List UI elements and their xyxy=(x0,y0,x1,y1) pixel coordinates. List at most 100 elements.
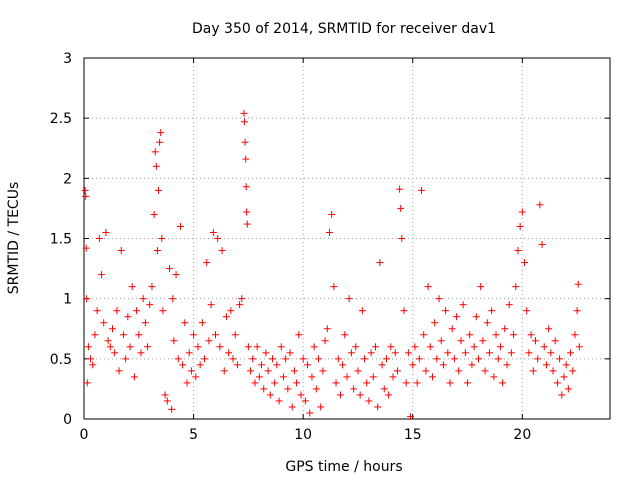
data-point xyxy=(334,355,342,363)
data-point xyxy=(258,361,266,369)
data-point xyxy=(214,235,222,242)
data-point xyxy=(514,247,522,255)
data-point xyxy=(481,367,489,375)
data-point xyxy=(169,295,177,303)
data-point xyxy=(161,391,169,399)
data-point xyxy=(411,343,419,351)
data-point xyxy=(567,349,575,357)
data-point xyxy=(378,361,386,369)
data-point xyxy=(293,379,301,387)
data-point xyxy=(531,337,539,345)
data-point xyxy=(212,331,219,339)
data-point xyxy=(268,355,276,363)
data-point xyxy=(575,343,583,351)
data-point xyxy=(529,367,537,375)
data-point xyxy=(518,208,526,216)
x-tick-label: 0 xyxy=(80,427,89,443)
data-point xyxy=(102,228,110,236)
x-axis-label: GPS time / hours xyxy=(285,459,402,475)
data-point xyxy=(185,349,193,357)
data-point xyxy=(141,319,149,327)
data-point xyxy=(352,343,360,351)
y-tick-label: 2.5 xyxy=(50,111,72,127)
data-point xyxy=(505,301,513,309)
data-point xyxy=(558,391,566,399)
data-point xyxy=(512,283,520,291)
data-point xyxy=(444,349,452,357)
data-point xyxy=(243,220,251,228)
data-point xyxy=(222,313,230,321)
data-point xyxy=(382,355,390,363)
data-point xyxy=(426,343,434,351)
data-point xyxy=(240,118,248,126)
y-tick-labels: 0 0.5 1 1.5 2 2.5 3 xyxy=(50,51,72,428)
y-tick-label: 0.5 xyxy=(50,352,72,368)
axis-ticks xyxy=(83,57,610,420)
data-point xyxy=(516,222,524,230)
data-point xyxy=(470,343,478,351)
data-point xyxy=(330,283,338,291)
data-point xyxy=(562,361,570,369)
data-point xyxy=(398,235,406,242)
data-point xyxy=(479,337,487,345)
y-tick-label: 1.5 xyxy=(50,232,72,248)
data-point xyxy=(308,373,316,381)
data-point xyxy=(521,259,529,267)
data-point xyxy=(345,295,353,303)
x-tick-label: 10 xyxy=(294,427,312,443)
data-point xyxy=(172,271,180,279)
data-point xyxy=(130,373,138,381)
data-point xyxy=(490,373,498,381)
data-point xyxy=(574,280,582,288)
data-point xyxy=(84,343,92,351)
data-point xyxy=(415,355,423,363)
data-point xyxy=(181,319,189,327)
data-point xyxy=(81,186,89,194)
data-point xyxy=(536,201,544,209)
data-point xyxy=(220,367,228,375)
data-point xyxy=(119,331,127,339)
data-point xyxy=(488,307,496,315)
x-tick-label: 15 xyxy=(404,427,422,443)
data-point xyxy=(459,301,467,309)
data-point xyxy=(389,373,397,381)
data-point xyxy=(139,295,147,303)
x-tick-label: 20 xyxy=(513,427,531,443)
data-point xyxy=(236,301,244,309)
data-point xyxy=(192,373,200,381)
data-point xyxy=(464,379,472,387)
data-point xyxy=(133,307,141,315)
data-point xyxy=(271,379,279,387)
data-point xyxy=(243,208,251,216)
data-point xyxy=(183,379,191,387)
data-point xyxy=(168,405,176,413)
data-point xyxy=(275,397,283,405)
data-point xyxy=(433,355,441,363)
data-point xyxy=(306,409,314,417)
data-point xyxy=(534,355,542,363)
data-point xyxy=(122,355,130,363)
data-point xyxy=(525,349,533,357)
data-point xyxy=(323,325,331,333)
data-point xyxy=(374,403,382,411)
data-point xyxy=(282,355,290,363)
data-point xyxy=(179,361,187,369)
data-point xyxy=(176,222,184,230)
data-point xyxy=(446,379,454,387)
data-point xyxy=(564,385,572,393)
data-point xyxy=(402,379,410,387)
data-point xyxy=(115,367,123,375)
data-point xyxy=(319,367,327,375)
data-point xyxy=(376,259,384,267)
data-point xyxy=(328,210,336,218)
data-point xyxy=(153,247,161,255)
data-point xyxy=(290,367,298,375)
chart-title: Day 350 of 2014, SRMTID for receiver dav… xyxy=(192,21,496,37)
data-point xyxy=(128,283,136,291)
data-point xyxy=(442,307,450,315)
data-point xyxy=(87,355,95,363)
data-point xyxy=(91,331,99,339)
data-point xyxy=(413,379,421,387)
data-point xyxy=(297,391,305,399)
